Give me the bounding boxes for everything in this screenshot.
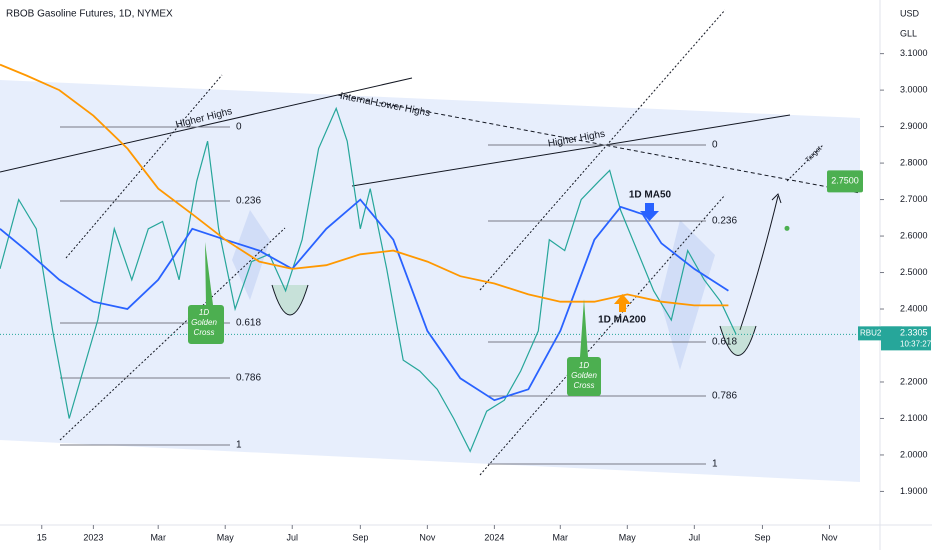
price-box xyxy=(881,326,931,351)
y-tick-label: 2.1000 xyxy=(900,413,928,423)
callout-text: 1D xyxy=(199,308,209,317)
y-tick-label: 2.6000 xyxy=(900,230,928,240)
series-line xyxy=(0,198,729,402)
unit: GLL xyxy=(900,28,917,38)
y-tick-label: 2.4000 xyxy=(900,303,928,313)
y-tick-label: 3.0000 xyxy=(900,84,928,94)
projection-arrow xyxy=(739,195,779,331)
series-line xyxy=(0,106,737,453)
y-tick-label: 2.5000 xyxy=(900,267,928,277)
drawings xyxy=(0,9,861,476)
x-tick-label: Nov xyxy=(821,532,838,542)
callout-text: Cross xyxy=(194,328,215,337)
x-tick-label: Mar xyxy=(553,532,569,542)
channel-line xyxy=(65,74,223,259)
x-tick-label: Sep xyxy=(754,532,770,542)
x-tick-label: Nov xyxy=(419,532,436,542)
series-line xyxy=(0,63,729,307)
chart-title: RBOB Gasoline Futures, 1D, NYMEX xyxy=(6,9,173,20)
x-tick-label: Jul xyxy=(689,532,701,542)
y-tick-label: 1.9000 xyxy=(900,486,928,496)
callout-text: Golden xyxy=(571,371,597,380)
fib-label: 0.236 xyxy=(712,216,737,227)
trend-line xyxy=(0,77,413,173)
x-tick-label: 15 xyxy=(37,532,47,542)
channel-line xyxy=(59,227,286,441)
trend-line xyxy=(351,114,791,187)
channel xyxy=(0,80,860,482)
x-tick-label: Jul xyxy=(286,532,298,542)
callout-text: 1D xyxy=(579,361,589,370)
x-tick-label: 2023 xyxy=(83,532,103,542)
x-tick-label: Sep xyxy=(352,532,368,542)
arrow-icon xyxy=(614,294,631,312)
fib-label: 0.786 xyxy=(712,391,737,402)
fib-label: 1 xyxy=(236,440,242,451)
target-label: 2.7500 xyxy=(831,176,859,186)
fib-label: 0.618 xyxy=(236,318,261,329)
y-tick-label: 2.2000 xyxy=(900,376,928,386)
target-dot xyxy=(784,225,790,231)
fib-label: 0.236 xyxy=(236,196,261,207)
currency: USD xyxy=(900,8,920,18)
fib-labels: 0 0.236 0.618 0.786 1 0 0.236 0.618 0.78… xyxy=(236,122,737,470)
callout-text: Golden xyxy=(191,318,217,327)
pattern xyxy=(660,220,715,370)
pattern xyxy=(232,210,270,300)
callout xyxy=(188,242,224,344)
x-tick-label: May xyxy=(217,532,235,542)
cup-shape xyxy=(719,325,757,356)
fib-label: 0 xyxy=(236,122,242,133)
x-tick-label: Mar xyxy=(150,532,166,542)
cup-shape xyxy=(271,284,309,316)
arrow-head xyxy=(771,193,782,204)
y-tick-label: 2.9000 xyxy=(900,121,928,131)
annotation: 1D MA200 xyxy=(598,315,646,326)
annotation: 1D MA50 xyxy=(629,190,672,201)
target-box xyxy=(827,170,863,193)
symbol-label: RBU2024 xyxy=(860,328,895,337)
fib-label: 1 xyxy=(712,459,718,470)
fib-label: 0 xyxy=(712,140,718,151)
fib-label: 0.786 xyxy=(236,373,261,384)
countdown: 10:37:27 xyxy=(900,339,932,348)
arrow-icon xyxy=(640,203,659,221)
callout xyxy=(567,299,601,396)
y-tick-label: 2.7000 xyxy=(900,194,928,204)
y-tick-label: 2.0000 xyxy=(900,449,928,459)
price-label: 2.3305 xyxy=(900,328,928,338)
y-tick-label: 2.8000 xyxy=(900,157,928,167)
x-tick-label: 2024 xyxy=(484,532,504,542)
y-tick-label: 3.1000 xyxy=(900,48,928,58)
callout-text: Cross xyxy=(574,381,595,390)
lower-highs-line xyxy=(337,94,861,194)
axes: 3.1000 3.0000 2.9000 2.8000 2.7000 2.6000 2.50… xyxy=(37,48,932,542)
x-tick-label: May xyxy=(619,532,637,542)
fib-label: 0.618 xyxy=(712,337,737,348)
series: 2.7500 xyxy=(0,63,880,453)
target-line xyxy=(786,144,824,182)
